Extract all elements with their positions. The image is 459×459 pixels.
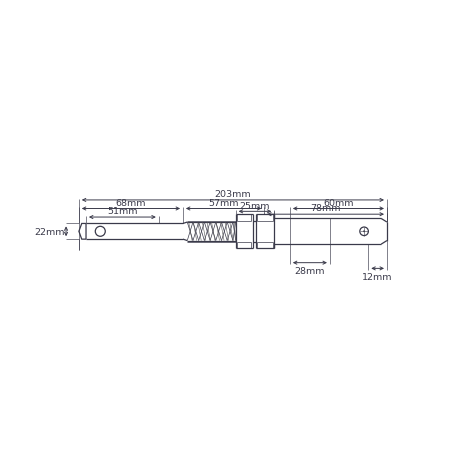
Text: 12mm: 12mm — [362, 272, 392, 281]
Text: 25mm: 25mm — [239, 201, 270, 210]
Text: 203mm: 203mm — [214, 190, 251, 199]
Text: 22mm: 22mm — [34, 227, 64, 236]
Text: 78mm: 78mm — [310, 204, 340, 213]
Text: 51mm: 51mm — [107, 207, 137, 216]
Text: 60mm: 60mm — [323, 198, 353, 207]
Text: 28mm: 28mm — [294, 267, 325, 276]
Text: 57mm: 57mm — [208, 198, 238, 207]
Circle shape — [363, 231, 364, 233]
Text: 68mm: 68mm — [115, 198, 146, 207]
